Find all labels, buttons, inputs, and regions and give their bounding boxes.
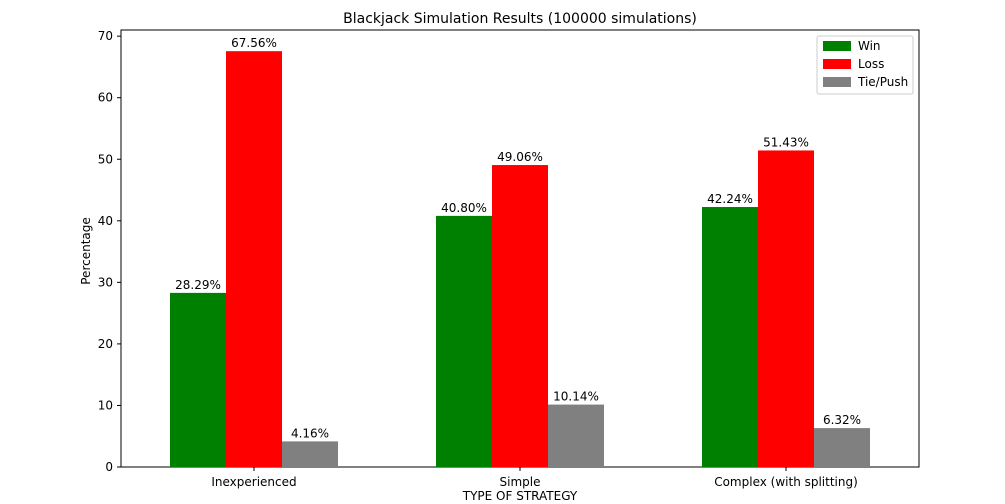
bar — [226, 51, 282, 467]
x-axis-label: TYPE OF STRATEGY — [462, 489, 578, 503]
bar — [814, 428, 870, 467]
y-tick-label: 60 — [98, 91, 113, 105]
x-axis: Inexperienced Simple Complex (with splitti… — [211, 467, 858, 489]
y-axis-label: Percentage — [79, 217, 93, 285]
y-tick-label: 30 — [98, 275, 113, 289]
x-tick-label: Complex (with splitting) — [714, 475, 858, 489]
data-label: 40.80% — [441, 201, 487, 215]
data-label: 51.43% — [763, 135, 809, 149]
data-label: 67.56% — [231, 36, 277, 50]
y-tick-label: 10 — [98, 398, 113, 412]
y-tick-label: 0 — [105, 460, 113, 474]
y-tick-label: 20 — [98, 337, 113, 351]
data-label: 6.32% — [823, 413, 861, 427]
bar — [170, 292, 226, 467]
bars: 28.29% 67.56% 4.16% 40.80% 49.06% 10.14% 42.24… — [170, 36, 870, 467]
x-tick-label: Simple — [500, 475, 541, 489]
bar — [492, 165, 548, 467]
y-tick-label: 50 — [98, 152, 113, 166]
data-label: 4.16% — [291, 426, 329, 440]
bar — [548, 404, 604, 467]
legend-label: Win — [858, 39, 881, 53]
legend-swatch — [823, 59, 851, 69]
legend-label: Tie/Push — [857, 75, 908, 89]
bar — [758, 150, 814, 467]
y-tick-label: 70 — [98, 29, 113, 43]
data-label: 49.06% — [497, 150, 543, 164]
chart-title: Blackjack Simulation Results (100000 sim… — [343, 11, 697, 27]
legend-swatch — [823, 41, 851, 51]
data-label: 42.24% — [707, 192, 753, 206]
bar — [702, 207, 758, 467]
bar — [282, 441, 338, 467]
legend-swatch — [823, 77, 851, 87]
x-tick-label: Inexperienced — [211, 475, 296, 489]
legend-label: Loss — [858, 57, 884, 71]
data-label: 10.14% — [553, 390, 599, 404]
y-tick-label: 40 — [98, 214, 113, 228]
legend: Win Loss Tie/Push — [816, 35, 914, 95]
bar — [436, 215, 492, 467]
data-label: 28.29% — [175, 278, 221, 292]
y-axis: 0 10 20 30 40 50 60 70 — [98, 29, 121, 474]
